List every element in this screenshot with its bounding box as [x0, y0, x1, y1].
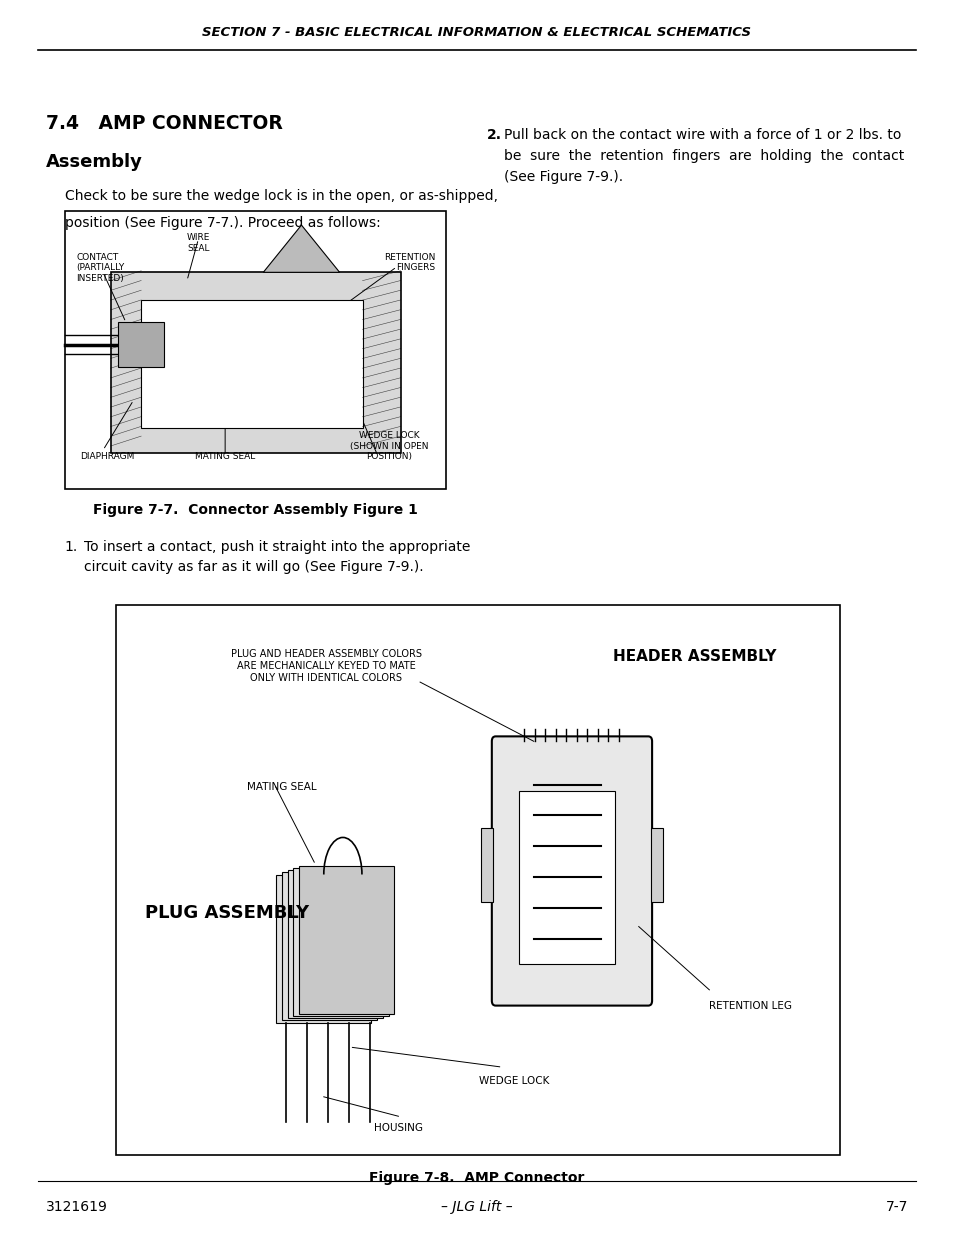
- Text: PLUG ASSEMBLY: PLUG ASSEMBLY: [145, 904, 309, 921]
- Text: DIAPHRAGM: DIAPHRAGM: [80, 452, 134, 462]
- Text: CONTACT
(PARTIALLY
INSERTED): CONTACT (PARTIALLY INSERTED): [76, 253, 125, 283]
- Bar: [519, 790, 615, 963]
- Text: SECTION 7 - BASIC ELECTRICAL INFORMATION & ELECTRICAL SCHEMATICS: SECTION 7 - BASIC ELECTRICAL INFORMATION…: [202, 26, 751, 38]
- Text: RETENTION
FINGERS: RETENTION FINGERS: [383, 253, 435, 272]
- Bar: [111, 273, 400, 453]
- Text: Figure 7-7.  Connector Assembly Figure 1: Figure 7-7. Connector Assembly Figure 1: [93, 503, 417, 516]
- Bar: [118, 322, 164, 367]
- Text: To insert a contact, push it straight into the appropriate
circuit cavity as far: To insert a contact, push it straight in…: [84, 540, 470, 574]
- FancyBboxPatch shape: [492, 736, 652, 1005]
- Text: RETENTION LEG: RETENTION LEG: [709, 1002, 792, 1011]
- Text: Check to be sure the wedge lock is in the open, or as-shipped,: Check to be sure the wedge lock is in th…: [65, 189, 497, 203]
- Text: 1.: 1.: [65, 540, 78, 553]
- Bar: [141, 300, 362, 429]
- Text: HEADER ASSEMBLY: HEADER ASSEMBLY: [613, 650, 776, 664]
- Text: HOUSING: HOUSING: [374, 1123, 422, 1132]
- Text: MATING SEAL: MATING SEAL: [246, 782, 315, 792]
- Text: Figure 7-8.  AMP Connector: Figure 7-8. AMP Connector: [369, 1171, 584, 1184]
- Text: 2.: 2.: [486, 128, 501, 142]
- Text: Assembly: Assembly: [46, 153, 143, 172]
- Bar: [65, 211, 446, 489]
- Text: WIRE
SEAL: WIRE SEAL: [187, 233, 210, 253]
- Text: Pull back on the contact wire with a force of 1 or 2 lbs. to
be  sure  the  rete: Pull back on the contact wire with a for…: [503, 128, 903, 184]
- Text: PLUG AND HEADER ASSEMBLY COLORS
ARE MECHANICALLY KEYED TO MATE
ONLY WITH IDENTIC: PLUG AND HEADER ASSEMBLY COLORS ARE MECH…: [231, 650, 421, 683]
- Text: – JLG Lift –: – JLG Lift –: [440, 1200, 513, 1214]
- Bar: [281, 872, 376, 1020]
- Bar: [651, 827, 662, 902]
- Text: 3121619: 3121619: [46, 1200, 108, 1214]
- Bar: [481, 827, 493, 902]
- Text: 7-7: 7-7: [885, 1200, 907, 1214]
- Text: WEDGE LOCK
(SHOWN IN OPEN
POSITION): WEDGE LOCK (SHOWN IN OPEN POSITION): [350, 431, 428, 462]
- Polygon shape: [263, 225, 339, 273]
- Text: WEDGE LOCK: WEDGE LOCK: [478, 1076, 549, 1086]
- Bar: [293, 868, 388, 1016]
- Text: position (See Figure 7-7.). Proceed as follows:: position (See Figure 7-7.). Proceed as f…: [65, 216, 380, 230]
- Bar: [298, 866, 394, 1014]
- Bar: [116, 605, 839, 1155]
- Bar: [275, 874, 371, 1023]
- Text: 7.4   AMP CONNECTOR: 7.4 AMP CONNECTOR: [46, 114, 282, 132]
- Bar: [287, 869, 382, 1018]
- Text: MATING SEAL: MATING SEAL: [194, 452, 255, 462]
